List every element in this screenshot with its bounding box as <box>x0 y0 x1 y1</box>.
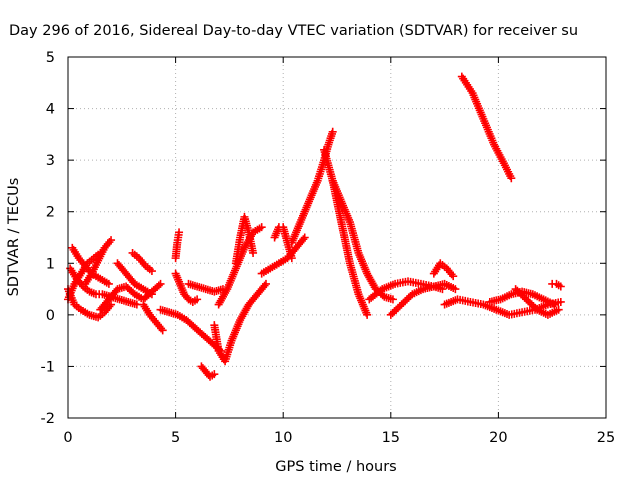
x-tick-label: 5 <box>171 430 180 446</box>
series-arc-l <box>171 228 184 263</box>
series-arc-h <box>128 248 156 276</box>
series-arc-ac <box>548 279 565 291</box>
y-tick-label: 0 <box>46 308 55 324</box>
data-point <box>210 370 219 379</box>
chart-title: Day 296 of 2016, Sidereal Day-to-day VTE… <box>9 23 578 39</box>
data-point <box>449 272 458 281</box>
series-arc-q <box>231 212 258 268</box>
x-tick-label: 25 <box>597 430 615 446</box>
data-point <box>550 300 559 309</box>
y-tick-label: 4 <box>46 102 55 118</box>
series-arc-ab <box>511 285 563 319</box>
data-point <box>554 305 563 314</box>
data-point <box>147 267 156 276</box>
x-tick-label: 15 <box>382 430 400 446</box>
data-point <box>104 279 113 288</box>
series-arc-n <box>197 362 219 381</box>
series-arc-o <box>210 279 270 366</box>
data-point <box>328 127 337 136</box>
data-point <box>107 236 116 245</box>
series-arc-t <box>287 127 337 247</box>
data-point <box>257 223 266 232</box>
y-tick-label: 1 <box>46 256 55 272</box>
y-tick-label: 3 <box>46 153 55 169</box>
series-arc-k <box>171 269 202 306</box>
series-arc-v <box>328 176 397 304</box>
data-point <box>158 326 167 335</box>
series-arc-i <box>139 300 167 335</box>
y-axis-label: SDTVAR / TECUs <box>6 178 22 297</box>
series-arc-aa <box>485 287 559 309</box>
data-point <box>96 248 105 257</box>
x-tick-label: 20 <box>489 430 507 446</box>
series-arc-ad <box>457 72 516 183</box>
x-tick-label: 10 <box>274 430 292 446</box>
data-point <box>507 174 516 183</box>
data-layer <box>64 72 565 381</box>
data-point <box>156 279 165 288</box>
data-point <box>388 295 397 304</box>
data-point <box>363 310 372 319</box>
data-point <box>299 235 308 244</box>
data-point <box>193 295 202 304</box>
x-tick-label: 0 <box>63 430 72 446</box>
series-arc-y <box>429 259 458 281</box>
data-point <box>249 248 258 257</box>
series-arc-s <box>270 223 296 263</box>
x-axis-label: GPS time / hours <box>275 459 396 475</box>
data-point <box>556 282 565 291</box>
data-point <box>261 279 270 288</box>
y-tick-label: 5 <box>46 50 55 66</box>
series-arc-g <box>113 259 156 299</box>
data-point <box>300 233 309 242</box>
data-point <box>260 281 269 290</box>
y-tick-label: 2 <box>46 205 55 221</box>
data-point <box>147 290 156 299</box>
data-point <box>287 254 296 263</box>
series-arc-e <box>64 248 105 304</box>
tick-layer: 0 5 10 15 20 25 -2 -1 0 1 2 3 4 5 <box>41 50 616 446</box>
y-tick-label: -1 <box>41 359 55 375</box>
series-arc-d <box>81 236 116 288</box>
data-point <box>451 285 460 294</box>
data-point <box>556 297 565 306</box>
series-arc-p <box>214 223 266 309</box>
data-point <box>175 228 184 237</box>
series-arc-x <box>386 279 460 319</box>
data-point <box>154 281 163 290</box>
y-tick-label: -2 <box>41 411 55 427</box>
plot-frame <box>67 56 607 419</box>
